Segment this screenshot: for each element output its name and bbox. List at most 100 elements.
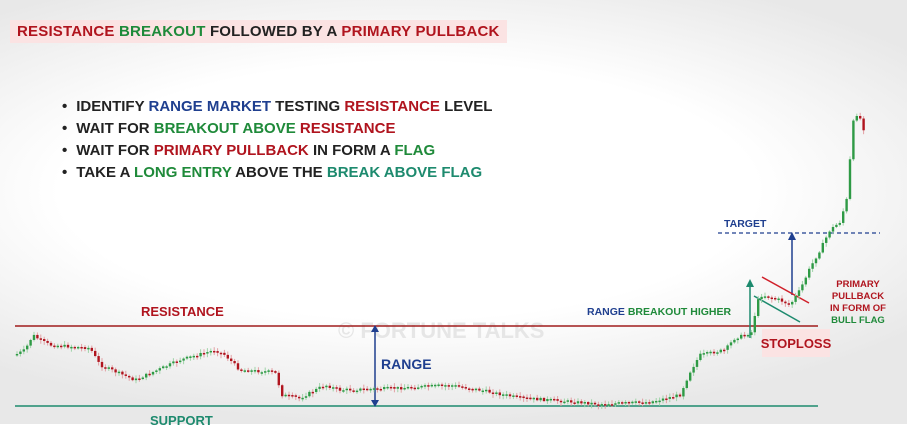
candle [291,395,294,397]
candle [842,211,845,223]
candle [529,397,532,400]
candle [257,370,260,373]
candle [447,385,450,387]
candle [427,385,430,387]
candle [87,347,90,350]
candle [661,398,665,401]
candle [19,351,22,354]
candle [199,352,202,357]
candle [410,386,413,389]
candle [39,338,42,340]
candle [740,334,743,339]
candle [855,115,858,121]
candle [32,334,36,340]
candle [264,371,267,373]
candle [148,373,151,376]
candle [655,400,658,403]
candle [403,387,406,390]
candle [532,397,535,400]
candle [753,315,756,333]
candle [672,397,675,399]
candle [393,387,396,389]
candle [804,277,807,285]
candle [621,402,624,404]
candle [627,401,631,404]
candle [287,394,291,397]
candle [604,404,607,406]
candle [175,361,178,363]
candle [692,366,695,373]
candle [825,237,828,243]
candle [461,386,464,388]
candle [695,360,699,367]
candle [151,371,155,375]
candle [366,388,369,391]
candle [53,345,56,348]
candle [750,332,753,335]
candle [318,386,321,389]
candle [332,387,335,389]
candle [158,368,161,371]
candle [301,397,304,400]
candle [233,361,236,364]
candle [60,345,63,348]
candle [219,352,223,355]
candle [726,345,729,350]
candle [519,396,522,398]
candle [417,387,420,389]
candle [253,370,257,372]
candle [767,296,770,298]
candle [791,301,794,305]
page-title: RESISTANCE BREAKOUT FOLLOWED BY A PRIMAR… [10,20,507,43]
candle [413,387,416,390]
candle [304,396,308,398]
support-label: SUPPORT [150,413,213,428]
candle [250,370,253,372]
candle [835,224,838,227]
candle [597,404,600,406]
candle [505,394,508,396]
candle [583,402,586,404]
candle [644,402,648,404]
candle [325,385,328,388]
candle [682,388,685,397]
candle [29,339,32,346]
candle [179,360,182,363]
pullback-label: PRIMARY PULLBACK IN FORM OF BULL FLAG [830,279,886,326]
candle [77,346,80,349]
candle [236,363,240,370]
candle [182,358,185,361]
candle [716,352,719,354]
candle [434,384,437,387]
candle [396,387,399,389]
candle [83,347,87,349]
candle [189,356,192,358]
candle [614,403,617,405]
candle [270,370,274,372]
candle [702,353,705,355]
candle [308,391,311,397]
candle [121,371,124,375]
range-label: RANGE [381,356,432,372]
candle [498,392,501,396]
candle [444,385,447,387]
candle [563,401,566,404]
candle [134,378,138,381]
step: IDENTIFY RANGE MARKET TESTING RESISTANCE… [62,96,492,118]
candle [593,402,597,405]
candle [63,344,66,347]
candle [131,377,134,381]
candle [763,296,767,298]
candle [665,398,668,401]
candle [818,252,821,259]
candle [342,390,345,392]
resistance-label: RESISTANCE [141,304,224,319]
candle [46,340,49,343]
stoploss-label: STOPLOSS [761,329,831,357]
candle [706,352,709,354]
candle [389,386,393,389]
candle [485,389,488,392]
candle [634,401,637,403]
candle [600,404,603,406]
